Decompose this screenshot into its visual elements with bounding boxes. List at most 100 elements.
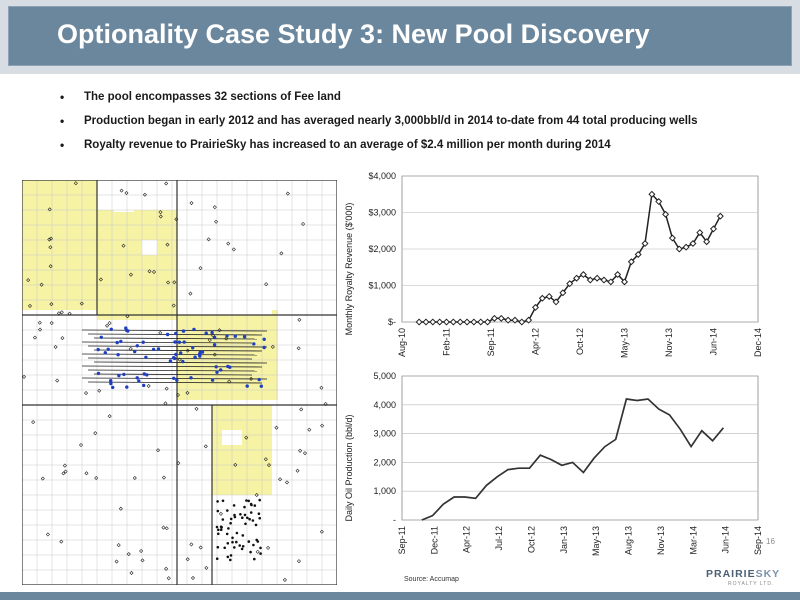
well-symbol — [249, 376, 254, 381]
x-tick-label: Sep-11 — [397, 526, 407, 554]
bullet-item: Production began in early 2012 and has a… — [60, 114, 780, 138]
well-symbol — [49, 321, 54, 326]
x-tick-label: May-13 — [591, 526, 601, 556]
well-cluster-point — [245, 499, 248, 502]
well-cluster-point — [238, 544, 241, 547]
data-point — [648, 190, 656, 198]
well-cluster-point — [233, 546, 236, 549]
well-symbol — [60, 336, 65, 341]
well-symbol — [296, 559, 301, 564]
x-tick-label: Jan-13 — [559, 526, 569, 554]
well-cluster-point — [232, 504, 236, 507]
data-point — [511, 316, 519, 324]
well-symbol — [158, 210, 163, 215]
x-tick-label: Aug-10 — [397, 328, 407, 357]
y-tick-label: 3,000 — [373, 429, 396, 439]
well-lateral — [93, 337, 258, 340]
series-line — [421, 398, 725, 521]
producing-well — [117, 373, 121, 378]
logo-subtitle: ROYALTY LTD. — [728, 581, 775, 587]
well-symbol — [266, 545, 271, 550]
data-point — [415, 318, 423, 326]
well-cluster-point — [227, 527, 230, 530]
producing-well — [119, 339, 123, 344]
data-point — [422, 318, 430, 326]
fee-land-block — [272, 310, 278, 400]
well-symbol — [151, 269, 157, 274]
well-symbol — [142, 192, 147, 197]
producing-well — [219, 368, 223, 372]
producing-well — [177, 340, 182, 344]
producing-well — [226, 364, 230, 369]
well-cluster-point — [235, 540, 238, 544]
x-tick-label: Oct-12 — [526, 526, 536, 553]
data-point — [675, 245, 683, 253]
data-point — [538, 294, 546, 302]
data-point — [600, 276, 608, 284]
well-cluster-point — [216, 545, 220, 549]
well-symbol — [125, 314, 130, 319]
well-symbol — [98, 277, 103, 282]
bullet-item: The pool encompasses 32 sections of Fee … — [60, 90, 780, 114]
well-symbol — [129, 570, 134, 575]
well-cluster-point — [229, 521, 232, 525]
data-point — [662, 210, 670, 218]
well-symbol — [116, 543, 121, 548]
producing-well — [191, 346, 195, 350]
well-symbol — [94, 475, 99, 480]
well-symbol — [56, 311, 61, 316]
x-tick-label: Sep-14 — [753, 526, 763, 555]
well-lateral — [87, 369, 258, 372]
well-symbol — [279, 251, 284, 256]
well-symbol — [124, 190, 129, 196]
data-point — [709, 225, 718, 233]
producing-well — [124, 326, 128, 330]
producing-well — [262, 345, 266, 350]
producing-well — [144, 355, 148, 359]
data-point — [627, 258, 635, 266]
producing-well — [168, 359, 173, 363]
well-symbol — [55, 378, 60, 383]
producing-well — [156, 347, 161, 351]
well-lateral — [87, 345, 268, 348]
well-cluster-point — [223, 546, 226, 550]
land-map — [22, 180, 337, 585]
producing-well — [109, 381, 113, 386]
well-cluster-point — [229, 517, 233, 521]
producing-well — [99, 335, 104, 339]
producing-well — [172, 376, 176, 380]
well-lateral — [93, 361, 268, 364]
well-cluster-point — [226, 509, 229, 512]
well-symbol — [47, 207, 52, 212]
producing-well — [193, 355, 197, 359]
plot-area — [401, 375, 759, 521]
data-point — [634, 250, 642, 258]
data-point — [463, 318, 471, 326]
data-point — [655, 198, 663, 206]
data-point — [436, 318, 444, 326]
well-symbol — [119, 188, 124, 193]
well-lateral — [81, 329, 268, 332]
well-symbol — [146, 383, 151, 389]
well-symbol — [204, 565, 209, 570]
data-point — [470, 318, 478, 326]
well-symbol — [62, 463, 67, 468]
well-symbol — [185, 390, 190, 395]
well-symbol — [231, 247, 236, 252]
producing-well — [137, 379, 141, 383]
producing-well — [135, 376, 139, 380]
well-cluster-point — [257, 512, 261, 515]
well-cluster-point — [235, 531, 239, 535]
x-tick-label: Dec-14 — [753, 328, 763, 357]
y-tick-label: 4,000 — [373, 400, 396, 410]
well-cluster-point — [241, 534, 245, 537]
well-symbol — [107, 321, 112, 326]
well-symbol — [48, 236, 54, 241]
royalty-revenue-chart: $- $1,000 $2,000 $3,000 $4,000 Aug-10 Feb-11 Se… — [344, 171, 763, 358]
data-point — [490, 314, 498, 322]
well-symbol — [264, 282, 269, 287]
producing-well — [262, 337, 266, 341]
well-symbol — [27, 303, 32, 308]
data-point — [716, 212, 724, 220]
well-symbol — [164, 566, 169, 571]
